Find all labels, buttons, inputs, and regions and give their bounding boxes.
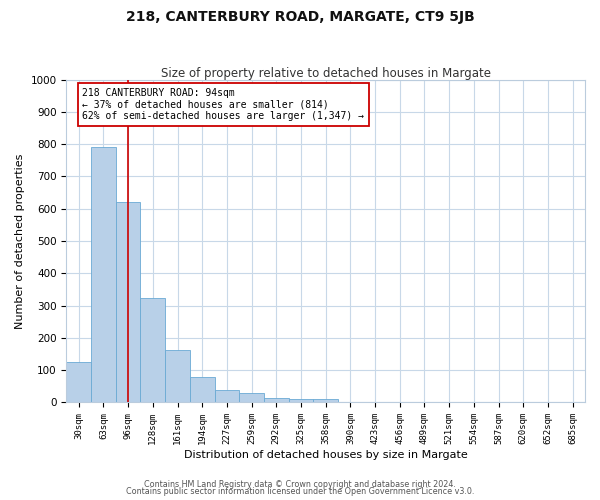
Bar xyxy=(140,298,165,403)
Bar xyxy=(67,362,91,403)
Title: Size of property relative to detached houses in Margate: Size of property relative to detached ho… xyxy=(161,66,491,80)
Bar xyxy=(190,376,215,402)
Text: Contains public sector information licensed under the Open Government Licence v3: Contains public sector information licen… xyxy=(126,487,474,496)
Bar xyxy=(165,350,190,403)
Bar xyxy=(313,398,338,402)
Bar xyxy=(116,202,140,402)
Text: 218, CANTERBURY ROAD, MARGATE, CT9 5JB: 218, CANTERBURY ROAD, MARGATE, CT9 5JB xyxy=(125,10,475,24)
Bar xyxy=(289,398,313,402)
Text: Contains HM Land Registry data © Crown copyright and database right 2024.: Contains HM Land Registry data © Crown c… xyxy=(144,480,456,489)
Bar xyxy=(239,394,264,402)
X-axis label: Distribution of detached houses by size in Margate: Distribution of detached houses by size … xyxy=(184,450,467,460)
Y-axis label: Number of detached properties: Number of detached properties xyxy=(15,154,25,328)
Bar xyxy=(215,390,239,402)
Bar xyxy=(264,398,289,402)
Bar xyxy=(91,148,116,402)
Text: 218 CANTERBURY ROAD: 94sqm
← 37% of detached houses are smaller (814)
62% of sem: 218 CANTERBURY ROAD: 94sqm ← 37% of deta… xyxy=(82,88,364,121)
